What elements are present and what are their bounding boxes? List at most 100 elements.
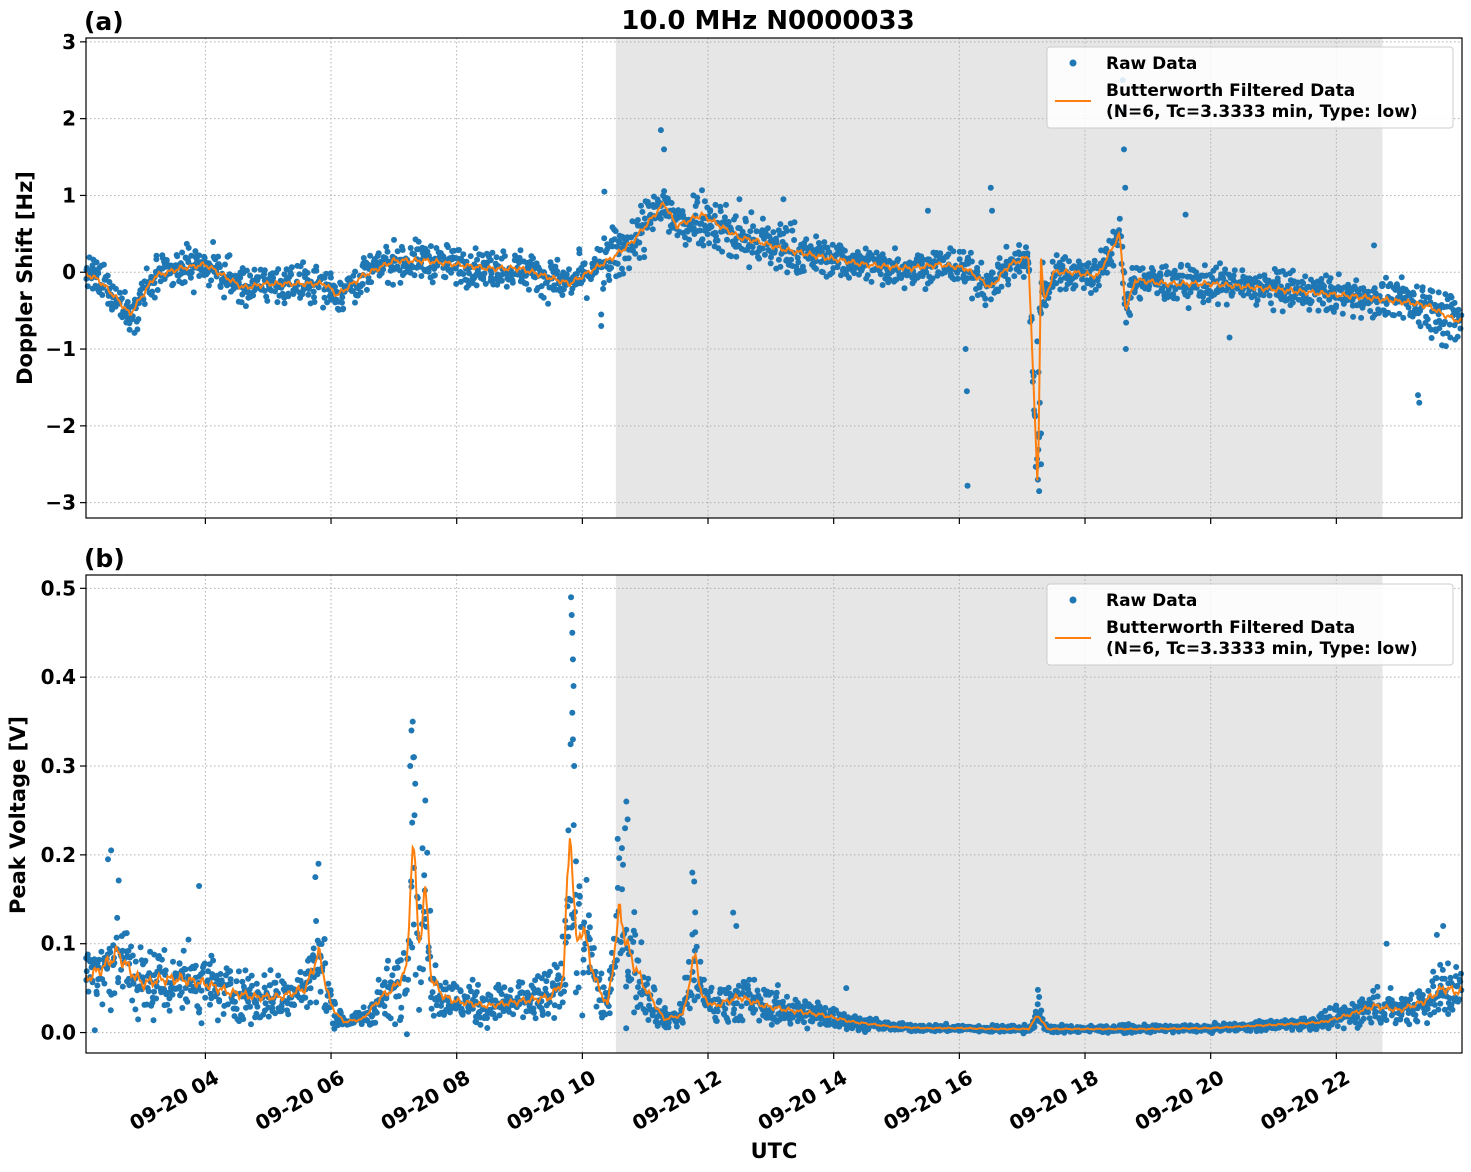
a-raw-point [1279, 308, 1286, 315]
a-raw-point [352, 299, 358, 306]
a-raw-point [821, 239, 828, 246]
panel-b-legend-filtered-label-1: Butterworth Filtered Data [1106, 618, 1355, 638]
a-raw-point [407, 245, 414, 251]
b-raw-point [96, 956, 102, 963]
a-raw-point [1231, 267, 1238, 274]
a-raw-outlier [962, 346, 969, 353]
a-raw-point [1201, 262, 1208, 269]
b-raw-point [180, 947, 187, 954]
a-raw-point [945, 251, 952, 258]
b-raw-point [416, 1006, 423, 1013]
b-raw-point [756, 1017, 763, 1024]
a-raw-point [112, 285, 119, 292]
a-raw-point [466, 270, 472, 277]
a-raw-point [163, 257, 170, 263]
a-raw-point [604, 246, 611, 253]
b-raw-point [590, 945, 597, 951]
b-raw-point [166, 1007, 173, 1014]
a-raw-point [1284, 282, 1291, 289]
b-raw-point [654, 1022, 661, 1029]
b-raw-point [394, 964, 401, 971]
a-raw-point [93, 259, 100, 266]
panel-b-legend-raw-label: Raw Data [1106, 591, 1197, 611]
a-raw-point [311, 299, 318, 305]
b-raw-point [214, 1017, 221, 1024]
a-raw-outlier [1416, 399, 1423, 406]
b-raw-point [1374, 983, 1381, 990]
b-raw-point [129, 997, 136, 1004]
b-raw-point [576, 883, 583, 890]
b-raw-point [691, 977, 697, 984]
panel-a-legend-filtered-label-1: Butterworth Filtered Data [1106, 81, 1355, 101]
panel-a-legend-box [1046, 46, 1454, 129]
b-raw-point [586, 936, 593, 943]
b-raw-outlier [108, 847, 115, 854]
b-raw-outlier [409, 718, 416, 725]
b-raw-point [693, 943, 700, 950]
a-raw-outlier [1371, 242, 1378, 249]
a-raw-point [701, 222, 708, 229]
b-raw-outlier [1036, 994, 1043, 1001]
b-raw-point [1414, 1018, 1421, 1025]
b-raw-point [1334, 1023, 1341, 1030]
b-raw-point [233, 978, 240, 985]
a-raw-point [339, 299, 345, 306]
b-raw-point [265, 1013, 272, 1020]
b-raw-point [841, 1011, 847, 1017]
a-raw-point [1095, 282, 1102, 289]
a-raw-point [728, 253, 735, 260]
b-raw-point [86, 956, 93, 963]
a-raw-point [339, 294, 346, 301]
a-raw-point [385, 280, 392, 286]
x-axis-label: UTC [751, 1139, 798, 1163]
b-raw-point [248, 972, 255, 979]
a-raw-point [813, 233, 820, 240]
b-raw-point [177, 992, 183, 999]
b-raw-point [1354, 1003, 1361, 1010]
a-raw-outlier [964, 482, 971, 489]
a-raw-point [482, 280, 489, 287]
a-raw-point [893, 276, 900, 283]
a-raw-point [523, 280, 530, 287]
b-raw-point [383, 995, 390, 1002]
a-raw-point [196, 273, 203, 279]
a-raw-point [501, 253, 508, 259]
b-raw-point [656, 997, 663, 1004]
a-y-tick-label: 2 [62, 107, 76, 131]
a-raw-point [159, 252, 166, 259]
b-raw-point [150, 1017, 157, 1024]
b-raw-point [733, 1000, 740, 1007]
b-raw-point [466, 983, 473, 990]
a-raw-point [732, 213, 739, 220]
b-raw-point [1333, 1002, 1340, 1009]
a-raw-point [415, 238, 422, 245]
b-raw-point [397, 957, 404, 964]
a-raw-point [750, 223, 757, 230]
a-raw-point [192, 248, 199, 255]
a-raw-point [474, 256, 481, 263]
x-tick-label: 09-20 10 [502, 1065, 600, 1135]
b-raw-point [207, 1001, 213, 1008]
a-raw-point [530, 255, 536, 262]
a-raw-point [892, 245, 898, 252]
a-raw-point [1123, 319, 1130, 326]
a-raw-point [254, 277, 261, 284]
a-raw-point [1300, 280, 1307, 287]
b-raw-point [429, 989, 436, 996]
a-raw-point [717, 203, 724, 210]
a-raw-point [118, 295, 125, 302]
b-raw-point [572, 989, 579, 996]
a-raw-point [749, 249, 756, 256]
a-raw-point [612, 228, 619, 235]
a-raw-point [473, 282, 480, 289]
a-raw-point [864, 272, 871, 279]
a-raw-point [1162, 263, 1169, 270]
a-raw-point [1268, 300, 1274, 307]
a-raw-point [100, 261, 107, 268]
b-raw-point [565, 933, 572, 940]
b-raw-point [614, 835, 621, 842]
b-raw-point [198, 1020, 205, 1027]
panel-b-x-ticks [204, 1053, 1337, 1059]
a-raw-point [969, 295, 976, 302]
a-raw-point [1200, 299, 1207, 306]
